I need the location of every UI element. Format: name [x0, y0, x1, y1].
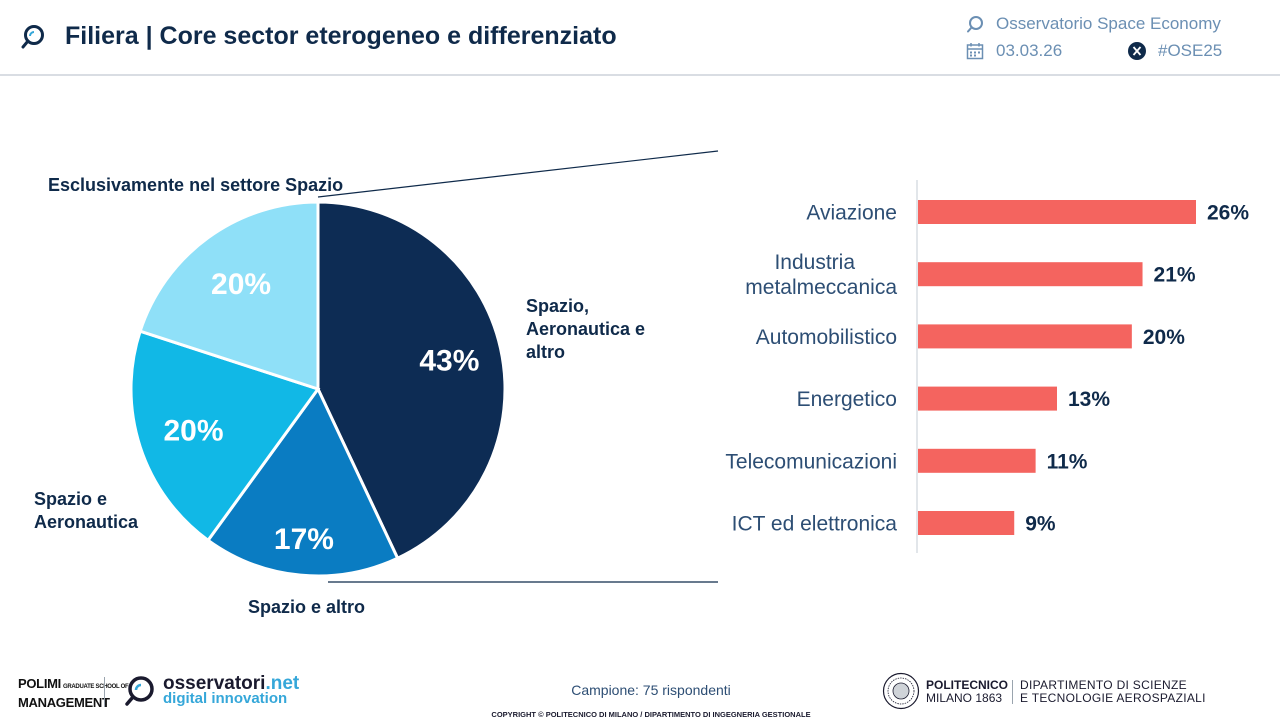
osservatori-logo-icon — [125, 676, 154, 706]
politecnico-name: POLITECNICO MILANO 1863 — [926, 679, 1008, 705]
magnifier-logo-icon — [21, 25, 44, 49]
organization-name: Osservatorio Space Economy — [996, 14, 1221, 33]
x-logo-icon — [1128, 42, 1146, 60]
bar-value-label: 11% — [1047, 450, 1088, 473]
magnifier-logo-icon — [967, 16, 983, 33]
polimi-logo: POLIMI GRADUATE SCHOOL OF MANAGEMENT — [18, 676, 129, 710]
hashtag-text: #OSE25 — [1158, 41, 1223, 60]
pie-label-space-other: Spazio e altro — [248, 597, 366, 617]
bar-category-label: Aviazione — [806, 202, 897, 225]
bar-category-label: Industria metalmeccanica — [745, 251, 897, 299]
bar — [918, 324, 1132, 349]
politecnico-seal-icon — [882, 672, 920, 710]
bar — [918, 386, 1057, 411]
bar-category-label: Telecomunicazioni — [725, 450, 897, 473]
bar — [918, 200, 1196, 224]
organization-meta: Osservatorio Space Economy — [966, 14, 1221, 34]
date-meta: 03.03.26 — [966, 41, 1062, 61]
calendar-icon — [966, 43, 984, 60]
bar-value-label: 9% — [1025, 513, 1056, 536]
sample-note: Campione: 75 rispondenti — [571, 682, 731, 698]
bar — [918, 262, 1143, 287]
pie-slice-value-label: 43% — [419, 345, 479, 378]
pie-slice — [129, 329, 321, 543]
polimi-logo-small: GRADUATE SCHOOL OF — [62, 684, 129, 690]
department-name: DIPARTIMENTO DI SCIENZE E TECNOLOGIE AER… — [1020, 679, 1206, 705]
bar-category-label: ICT ed elettronica — [732, 513, 898, 536]
bar-value-label: 20% — [1143, 326, 1185, 349]
bar-value-label: 26% — [1207, 202, 1249, 225]
pie-slice — [316, 200, 507, 561]
pie-slice — [205, 386, 400, 578]
osservatori-domain: .net — [265, 673, 300, 694]
osservatori-name: osservatori.net — [163, 673, 299, 695]
bar-category-label: Energetico — [797, 388, 897, 411]
bar-value-label: 21% — [1154, 264, 1196, 287]
bar-chart: 26% Aviazione 21% Industria metalmeccanica 20… — [725, 200, 1249, 536]
bar-value-label: 13% — [1068, 388, 1110, 411]
polimi-logo-line1: POLIMI — [18, 676, 61, 691]
bar-category-label: Automobilistico — [756, 326, 897, 349]
pie-slice-value-label: 20% — [211, 268, 271, 301]
pie-chart: 43% 17% 20% 20% — [129, 200, 507, 578]
politecnico-name-text: POLITECNICO — [926, 678, 1009, 692]
osservatori-name-text: osservatori — [163, 673, 266, 694]
politecnico-divider — [1012, 680, 1013, 704]
politecnico-city: MILANO 1863 — [926, 691, 1003, 705]
page-title: Filiera | Core sector eterogeneo e diffe… — [65, 22, 617, 50]
pie-label-space-aero: Spazio e Aeronautica — [34, 489, 139, 532]
footer-divider — [104, 677, 105, 707]
osservatori-tagline: digital innovation — [163, 690, 288, 707]
hashtag-meta: #OSE25 — [1128, 41, 1222, 61]
pie-label-space-aero-other: Spazio, Aeronautica e altro — [526, 296, 646, 362]
header: Filiera | Core sector eterogeneo e diffe… — [0, 0, 1280, 76]
department-line2: E TECNOLOGIE AEROSPAZIALI — [1020, 691, 1206, 705]
bar — [918, 448, 1036, 473]
pie-slice-value-label: 17% — [274, 523, 334, 556]
connector-line-top — [317, 150, 719, 198]
date-text: 03.03.26 — [996, 41, 1063, 60]
pie-label-space-only: Esclusivamente nel settore Spazio — [48, 175, 344, 195]
copyright-note: COPYRIGHT © POLITECNICO DI MILANO / DIPA… — [491, 710, 811, 719]
polimi-logo-line2: MANAGEMENT — [18, 695, 110, 710]
pie-slice — [138, 200, 320, 392]
department-line1: DIPARTIMENTO DI SCIENZE — [1020, 678, 1187, 692]
bar — [918, 511, 1015, 535]
pie-slice-value-label: 20% — [163, 414, 223, 447]
